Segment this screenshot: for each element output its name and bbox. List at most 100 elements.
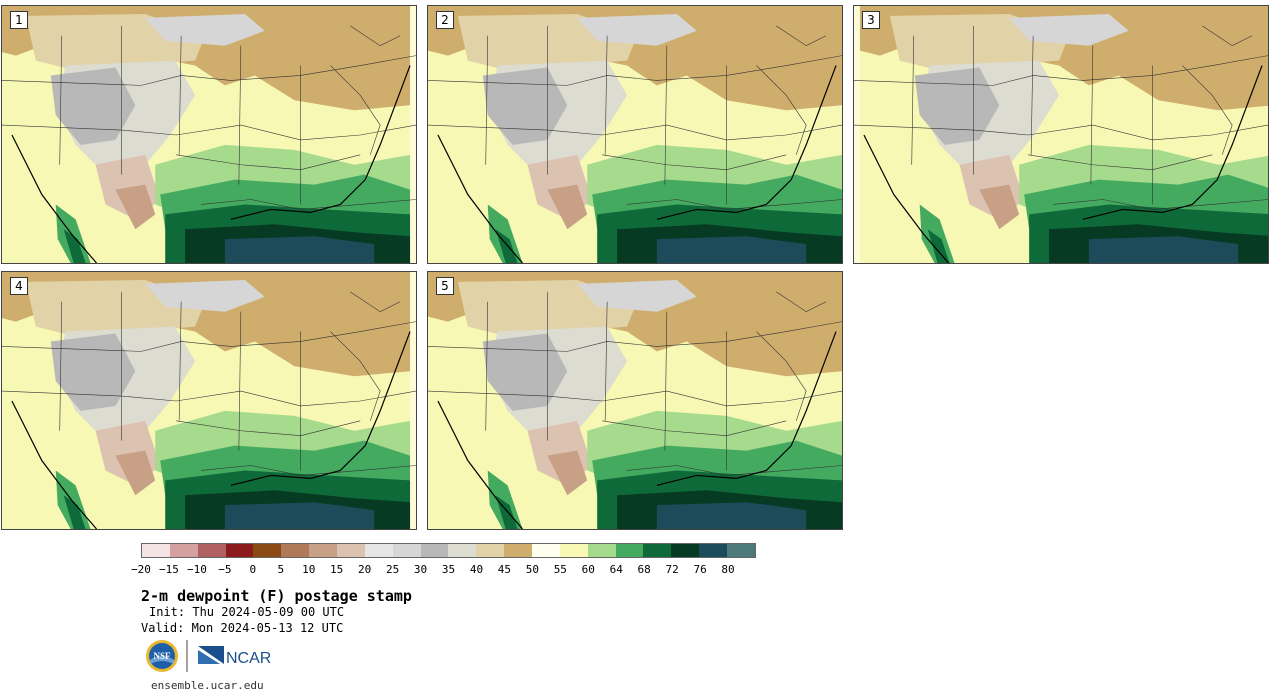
state-boundary	[854, 124, 1268, 141]
state-boundary	[485, 301, 489, 431]
state-boundary	[854, 55, 1268, 86]
colorbar-tick-label: 76	[693, 563, 707, 576]
coastline	[11, 65, 411, 263]
state-boundary	[178, 35, 182, 155]
dewpoint-region	[979, 184, 1020, 230]
dewpoint-region	[487, 470, 523, 529]
colorbar-tick-label: 20	[358, 563, 372, 576]
colorbar-swatch	[559, 544, 588, 557]
dewpoint-region	[1009, 13, 1129, 46]
colorbar-tick-label: 72	[665, 563, 679, 576]
colorbar-tick-label: 30	[413, 563, 428, 576]
state-boundary	[330, 331, 381, 421]
state-boundary	[330, 65, 381, 155]
state-boundary	[756, 331, 807, 421]
colorbar-swatch	[643, 544, 672, 557]
state-boundary	[664, 311, 668, 451]
ncar-logo-text: NCAR	[226, 650, 271, 667]
member-label: 3	[862, 11, 880, 29]
map-canvas	[428, 6, 842, 263]
colorbar-swatch	[727, 544, 755, 557]
state-boundary	[1028, 154, 1213, 171]
member-label: 1	[10, 11, 28, 29]
state-boundary	[776, 25, 827, 47]
state-boundary	[201, 199, 416, 210]
website-url: ensemble.ucar.edu	[151, 679, 264, 692]
colorbar-tick-label: 25	[385, 563, 400, 576]
dewpoint-region	[914, 67, 1000, 145]
colorbar-swatch	[448, 544, 477, 557]
map-panel-3: 3	[853, 5, 1269, 264]
state-boundary	[428, 321, 842, 352]
state-boundary	[602, 420, 787, 437]
dewpoint-region	[115, 450, 156, 496]
state-boundary	[201, 465, 416, 476]
dewpoint-region	[63, 229, 86, 263]
colorbar-swatch	[253, 544, 282, 557]
colorbar-swatch	[392, 544, 421, 557]
colorbar-tick-label: 50	[525, 563, 539, 576]
colorbar-tick-label: 0	[249, 563, 257, 576]
dewpoint-region	[224, 236, 375, 263]
state-boundary	[1182, 65, 1233, 155]
colorbar-swatch	[504, 544, 533, 557]
state-boundary	[2, 321, 416, 352]
dewpoint-region	[224, 502, 375, 529]
colorbar-swatch	[337, 544, 365, 557]
colorbar-swatch	[476, 544, 505, 557]
colorbar-swatch	[309, 544, 338, 557]
dewpoint-region	[145, 13, 265, 46]
ncar-logo-icon: NCAR	[198, 646, 271, 667]
dewpoint-region	[547, 450, 588, 496]
colorbar-tick-label: 15	[330, 563, 344, 576]
colorbar-swatch	[532, 544, 560, 557]
dewpoint-region	[63, 495, 86, 529]
state-boundary	[176, 154, 361, 171]
map-canvas	[2, 272, 416, 529]
member-label: 4	[10, 277, 28, 295]
dewpoint-region	[927, 229, 950, 263]
colorbar-swatch	[671, 544, 700, 557]
colorbar-tick-label: 60	[581, 563, 595, 576]
state-boundary	[911, 35, 915, 165]
dewpoint-region	[547, 184, 588, 230]
colorbar-swatch	[587, 544, 616, 557]
state-boundary	[2, 55, 416, 86]
state-boundary	[485, 35, 489, 165]
colorbar-tick-label: 55	[553, 563, 567, 576]
state-boundary	[238, 45, 242, 185]
dewpoint-region	[656, 502, 807, 529]
state-boundary	[604, 35, 608, 155]
state-boundary	[776, 291, 827, 313]
colorbar-swatch	[364, 544, 393, 557]
state-boundary	[627, 199, 842, 210]
state-boundary	[59, 35, 63, 165]
map-panel-4: 4	[1, 271, 417, 530]
init-time: Init: Thu 2024-05-09 00 UTC	[149, 605, 345, 619]
coastline	[863, 65, 1263, 263]
colorbar-tick-label: 68	[637, 563, 651, 576]
state-boundary	[756, 65, 807, 155]
state-boundary	[1053, 199, 1268, 210]
state-boundary	[1090, 45, 1094, 185]
colorbar-swatch	[142, 544, 170, 557]
colorbar-tick-label: 35	[441, 563, 456, 576]
colorbar-ticks: −20 −15 −10 −5 0 5 10 15 20 25 30 35 40 45 50 55 60 64 68 7…	[131, 563, 756, 577]
coastline	[437, 65, 837, 263]
map-panel-2: 2	[427, 5, 843, 264]
dewpoint-region	[919, 204, 955, 263]
state-boundary	[238, 311, 242, 451]
colorbar-tick-label: 80	[721, 563, 735, 576]
map-canvas	[854, 6, 1268, 263]
state-boundary	[1202, 25, 1253, 47]
map-canvas	[428, 272, 842, 529]
state-boundary	[2, 390, 416, 407]
colorbar-swatch	[420, 544, 449, 557]
coastline	[437, 331, 837, 529]
state-boundary	[627, 465, 842, 476]
state-boundary	[350, 291, 401, 313]
state-boundary	[602, 154, 787, 171]
colorbar-tick-label: −5	[218, 563, 232, 576]
nsf-logo-text: NSF	[153, 651, 171, 661]
dewpoint-region	[50, 333, 136, 411]
